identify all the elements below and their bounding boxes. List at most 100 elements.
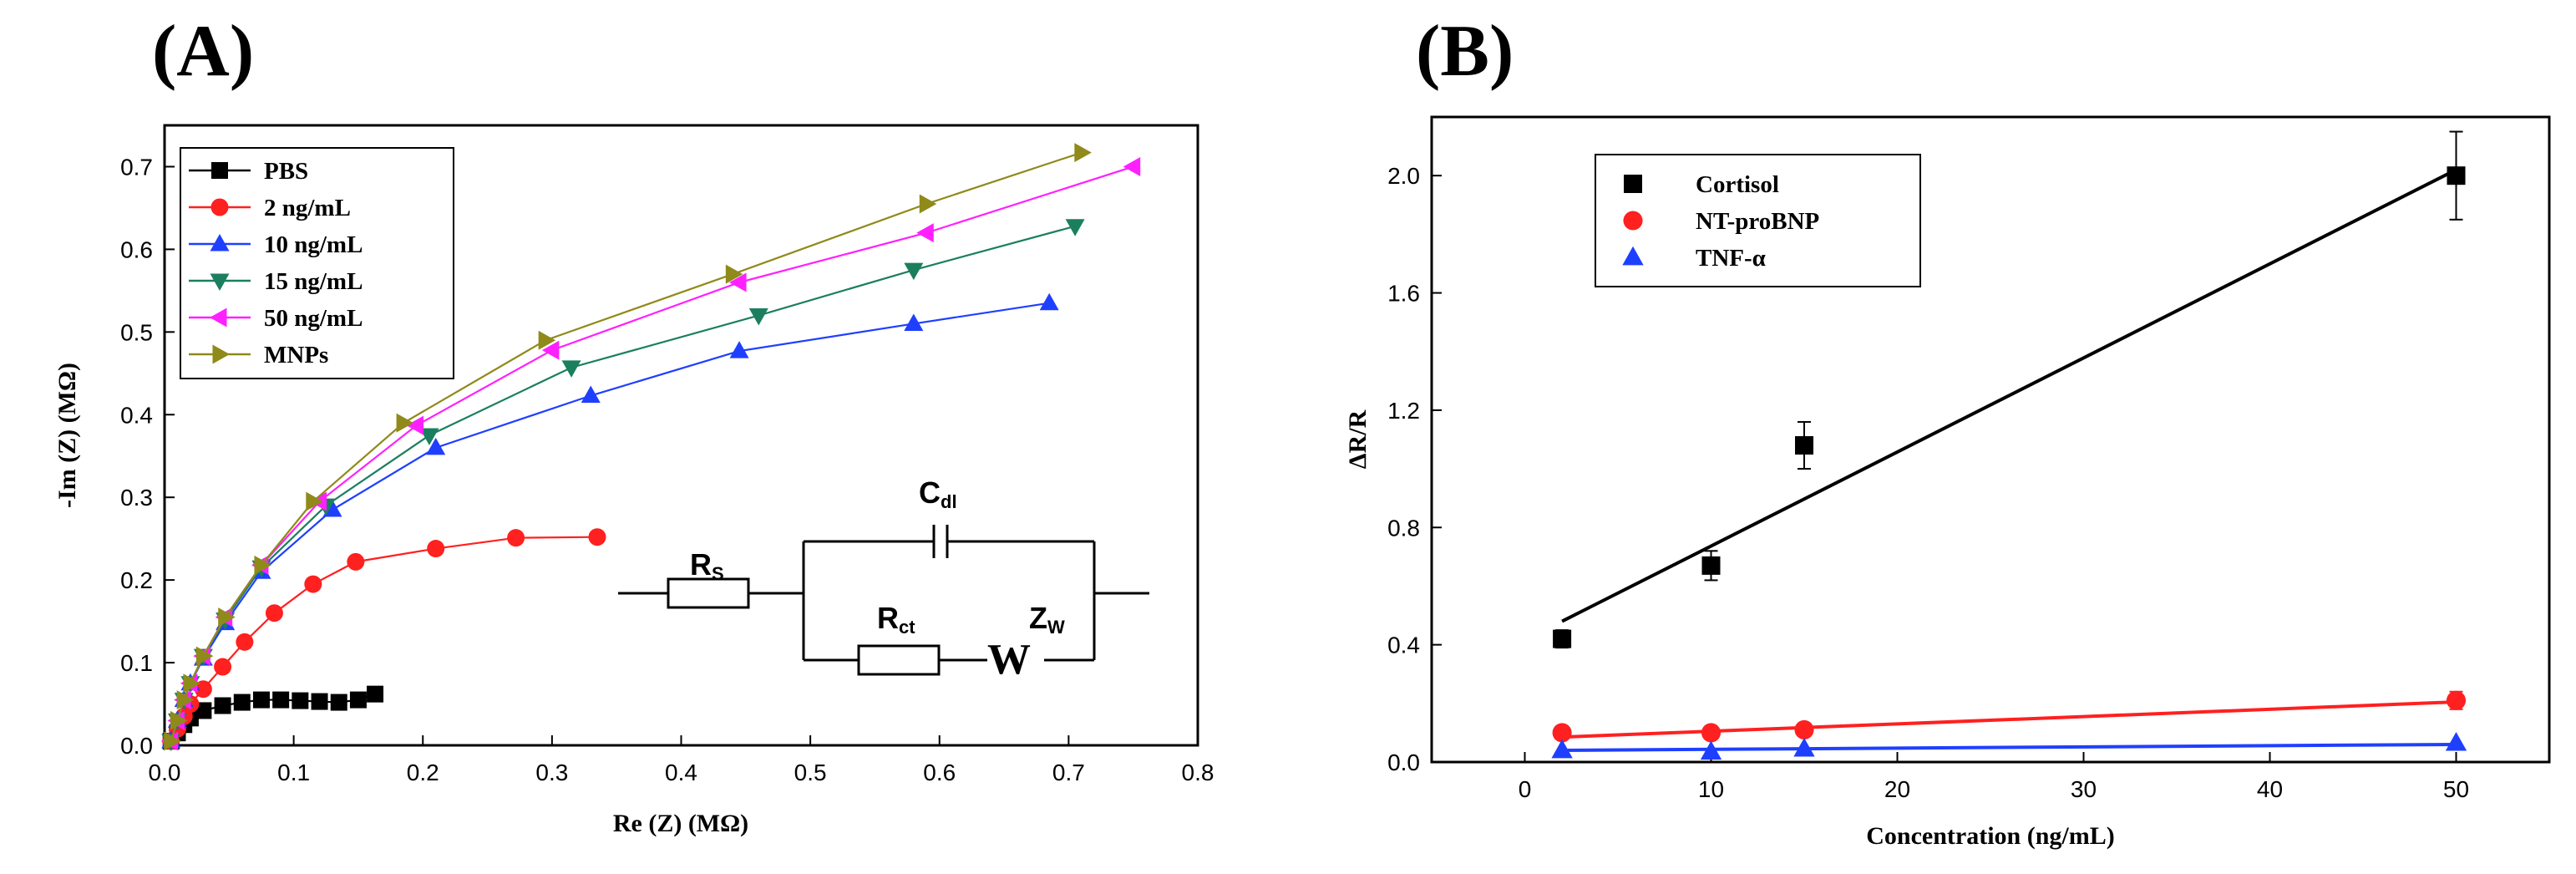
panel-a-ytick-label: 0.6 (120, 236, 153, 262)
legend-marker-nt-probnp (1623, 211, 1643, 231)
panel-b-xtick-label: 50 (2443, 776, 2469, 802)
data-point-mnps (306, 491, 323, 511)
data-point-mnps (170, 710, 188, 730)
legend-label-pbs: PBS (264, 158, 308, 185)
data-point-cortisol (1553, 629, 1572, 648)
circuit-label-rs: RS (690, 547, 724, 584)
panel-b-ytick-label: 0.4 (1387, 633, 1420, 658)
panel-a: (A) 0.0 0.1 0.2 0.3 0.4 0.5 0.6 0.7 0.8 0.0 0.1 0.2… (53, 11, 1214, 837)
data-point-15-ng-ml (904, 262, 924, 281)
panel-a-xtick-label: 0.4 (665, 760, 697, 785)
panel-a-xtick-label: 0.8 (1182, 760, 1214, 785)
legend-label-15-ng-ml: 15 ng/mL (264, 268, 363, 295)
panel-b-frame (1430, 115, 2551, 764)
panel-a-ytick-label: 0.5 (120, 319, 153, 345)
data-point-pbs (311, 693, 328, 710)
panel-a-ytick-label: 0.1 (120, 650, 153, 676)
data-point-pbs (367, 685, 384, 703)
data-point-mnps (725, 264, 743, 284)
legend-label-nt-probnp: NT-proBNP (1696, 208, 1819, 235)
legend-label-50-ng-ml: 50 ng/mL (264, 305, 363, 332)
data-point-2-ng-ml (507, 529, 525, 547)
panel-a-series (160, 143, 1141, 752)
series-mnps (164, 143, 1092, 751)
data-point-mnps (919, 194, 937, 214)
panel-b-ytick-label: 1.2 (1387, 398, 1420, 424)
data-point-50-ng-ml (406, 415, 424, 435)
panel-b: (B) 0 10 20 30 40 50 0.0 0.4 0.8 1.2 1.6 2.0 Concen… (1344, 11, 2551, 850)
circuit-label-cdl: Cdl (919, 475, 957, 512)
legend-marker-pbs (211, 162, 228, 179)
panel-b-ytick-label: 0.0 (1387, 750, 1420, 775)
panel-a-ytick-label: 0.2 (120, 567, 153, 593)
legend-marker-cortisol (1624, 175, 1642, 193)
panel-a-xlabel: Re (Z) (MΩ) (613, 810, 748, 837)
panel-b-xlabel: Concentration (ng/mL) (1866, 822, 2114, 850)
legend-marker-10-ng-ml (210, 234, 230, 252)
data-point-15-ng-ml (419, 428, 439, 445)
data-point-mnps (176, 690, 195, 710)
data-point-tnf (1793, 738, 1815, 757)
data-point-2-ng-ml (265, 604, 283, 622)
data-point-pbs (214, 697, 231, 714)
panel-a-ytick-label: 0.4 (120, 402, 153, 428)
data-point-15-ng-ml (561, 360, 581, 378)
data-point-tnf (1551, 739, 1573, 759)
data-point-10-ng-ml (426, 437, 446, 455)
data-point-mnps (183, 673, 200, 694)
panel-b-xtick-label: 0 (1519, 776, 1532, 802)
legend-marker-tnf (1622, 246, 1644, 266)
legend-label-tnf: TNF-α (1696, 245, 1766, 272)
fit-line-nt-probnp (1562, 700, 2457, 739)
data-point-mnps (164, 731, 181, 751)
panel-b-ytick-label: 1.6 (1387, 281, 1420, 307)
data-point-nt-probnp (1794, 719, 1814, 739)
data-point-50-ng-ml (1123, 156, 1141, 176)
data-point-cortisol (2447, 166, 2466, 185)
data-point-pbs (272, 691, 290, 709)
panel-b-xtick-label: 20 (1884, 776, 1910, 802)
panel-a-xtick-label: 0.7 (1052, 760, 1085, 785)
legend-marker-15-ng-ml (210, 273, 230, 291)
data-point-pbs (330, 694, 347, 711)
data-point-pbs (252, 691, 270, 709)
legend-marker-mnps (212, 344, 230, 364)
panel-b-ticks: 0 10 20 30 40 50 0.0 0.4 0.8 1.2 1.6 2.0 (1387, 163, 2469, 802)
data-point-2-ng-ml (194, 680, 212, 699)
data-point-50-ng-ml (916, 223, 934, 243)
legend-label-cortisol: Cortisol (1696, 171, 1779, 198)
panel-a-ytick-label: 0.7 (120, 154, 153, 180)
panel-a-ticks: 0.0 0.1 0.2 0.3 0.4 0.5 0.6 0.7 0.8 0.0 0.1 0.2 0.3 0… (120, 154, 1214, 785)
data-point-mnps (195, 646, 214, 666)
panel-b-xtick-label: 10 (1698, 776, 1724, 802)
data-point-tnf (1700, 740, 1722, 760)
data-point-50-ng-ml (729, 272, 747, 292)
panel-a-xtick-label: 0.5 (794, 760, 827, 785)
fit-line-tnf (1562, 742, 2457, 752)
panel-a-xtick-label: 0.3 (535, 760, 568, 785)
data-point-cortisol (1795, 436, 1813, 455)
data-point-10-ng-ml (581, 385, 601, 404)
data-point-pbs (233, 694, 251, 711)
data-point-2-ng-ml (236, 633, 254, 651)
data-point-15-ng-ml (748, 308, 768, 326)
panel-a-xtick-label: 0.0 (149, 760, 181, 785)
legend-label-2-ng-ml: 2 ng/mL (264, 195, 351, 221)
data-point-2-ng-ml (214, 658, 232, 676)
data-point-cortisol (1701, 556, 1721, 575)
series-nt-probnp (1552, 690, 2467, 743)
panel-a-ylabel: -Im (Z) (MΩ) (53, 363, 81, 508)
circuit-labels: RS Cdl Rct ZW W (690, 475, 1065, 683)
data-point-nt-probnp (1552, 723, 1572, 743)
data-point-mnps (218, 607, 236, 628)
panel-b-xtick-label: 40 (2257, 776, 2283, 802)
data-point-2-ng-ml (427, 540, 445, 558)
series-2-ng-ml (162, 528, 606, 750)
circuit-resistor-rct (857, 644, 941, 676)
panel-b-legend: Cortisol NT-proBNP TNF-α (1595, 154, 1921, 287)
data-point-mnps (396, 413, 414, 433)
data-point-pbs (349, 691, 367, 709)
series-cortisol (1553, 130, 2466, 649)
data-point-nt-probnp (1701, 723, 1722, 743)
fit-line-cortisol (1561, 168, 2457, 623)
